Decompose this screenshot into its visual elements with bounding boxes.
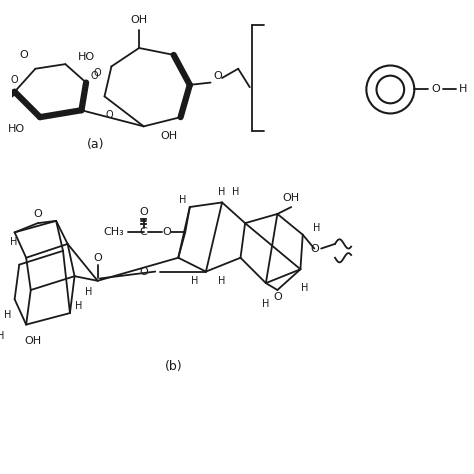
Text: O: O <box>273 292 282 302</box>
Text: H: H <box>85 287 92 297</box>
Text: O: O <box>139 207 148 217</box>
Text: H: H <box>232 187 239 197</box>
Text: OH: OH <box>161 130 178 141</box>
Text: O: O <box>91 71 98 81</box>
Text: O: O <box>33 209 42 219</box>
Text: H: H <box>75 301 83 311</box>
Text: H: H <box>219 276 226 286</box>
Text: OH: OH <box>130 15 148 25</box>
Text: H: H <box>191 276 198 286</box>
Text: O: O <box>94 68 101 78</box>
Text: O: O <box>139 266 148 276</box>
Text: H: H <box>262 299 270 309</box>
Text: H: H <box>313 223 320 233</box>
Text: H: H <box>301 283 309 293</box>
Text: HO: HO <box>78 52 95 62</box>
Text: HO: HO <box>9 124 26 134</box>
Text: H: H <box>0 331 4 341</box>
Text: O: O <box>432 84 440 94</box>
Text: H: H <box>458 84 467 94</box>
Text: CH₃: CH₃ <box>103 228 124 237</box>
Text: C: C <box>140 228 147 237</box>
Text: O: O <box>213 71 222 81</box>
Text: O: O <box>163 228 171 237</box>
Text: (b): (b) <box>165 360 182 373</box>
Text: O: O <box>93 253 102 263</box>
Text: O: O <box>105 110 113 120</box>
Text: O: O <box>19 50 28 60</box>
Text: H: H <box>219 187 226 197</box>
Text: H: H <box>9 237 17 246</box>
Text: OH: OH <box>25 336 42 346</box>
Text: H: H <box>179 195 187 205</box>
Text: OH: OH <box>283 193 300 203</box>
Text: O: O <box>11 75 18 85</box>
Text: O: O <box>310 244 319 254</box>
Text: (a): (a) <box>87 138 104 151</box>
Text: H: H <box>4 310 11 320</box>
